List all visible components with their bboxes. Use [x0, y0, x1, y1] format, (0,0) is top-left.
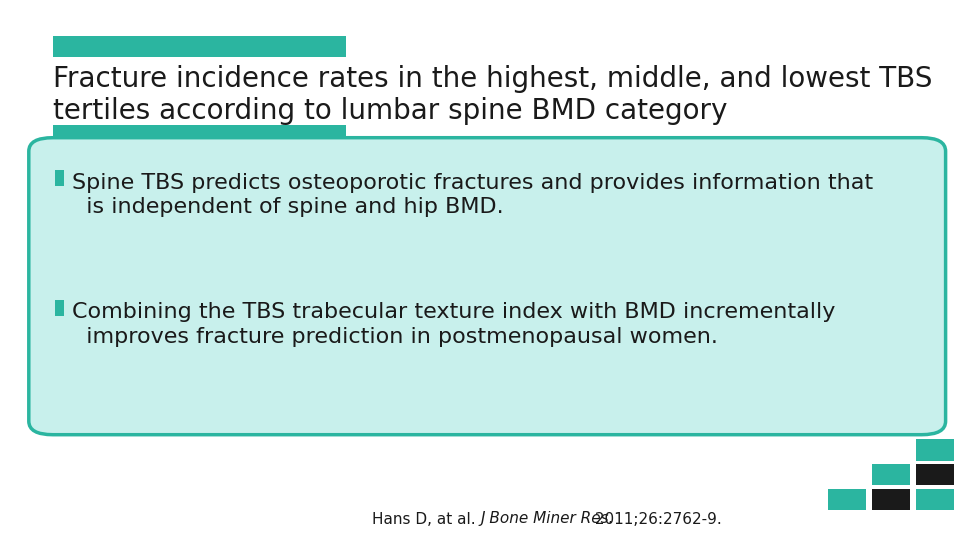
FancyBboxPatch shape	[916, 464, 954, 485]
FancyBboxPatch shape	[916, 439, 954, 461]
Text: Hans D, at al.: Hans D, at al.	[372, 511, 480, 526]
Text: 2011;26:2762-9.: 2011;26:2762-9.	[590, 511, 722, 526]
Text: Fracture incidence rates in the highest, middle, and lowest TBS: Fracture incidence rates in the highest,…	[53, 65, 932, 93]
Text: Combining the TBS trabecular texture index with BMD incrementally: Combining the TBS trabecular texture ind…	[72, 302, 835, 322]
Text: J Bone Miner Res.: J Bone Miner Res.	[480, 511, 613, 526]
FancyBboxPatch shape	[872, 489, 910, 510]
FancyBboxPatch shape	[29, 138, 946, 435]
FancyBboxPatch shape	[53, 125, 346, 146]
FancyBboxPatch shape	[55, 300, 64, 316]
FancyBboxPatch shape	[872, 464, 910, 485]
Text: Spine TBS predicts osteoporotic fractures and provides information that: Spine TBS predicts osteoporotic fracture…	[72, 173, 874, 193]
Text: tertiles according to lumbar spine BMD category: tertiles according to lumbar spine BMD c…	[53, 97, 727, 125]
FancyBboxPatch shape	[53, 36, 346, 57]
Text: is independent of spine and hip BMD.: is independent of spine and hip BMD.	[72, 197, 504, 217]
FancyBboxPatch shape	[55, 170, 64, 186]
FancyBboxPatch shape	[828, 489, 866, 510]
Text: improves fracture prediction in postmenopausal women.: improves fracture prediction in postmeno…	[72, 327, 718, 347]
FancyBboxPatch shape	[916, 489, 954, 510]
